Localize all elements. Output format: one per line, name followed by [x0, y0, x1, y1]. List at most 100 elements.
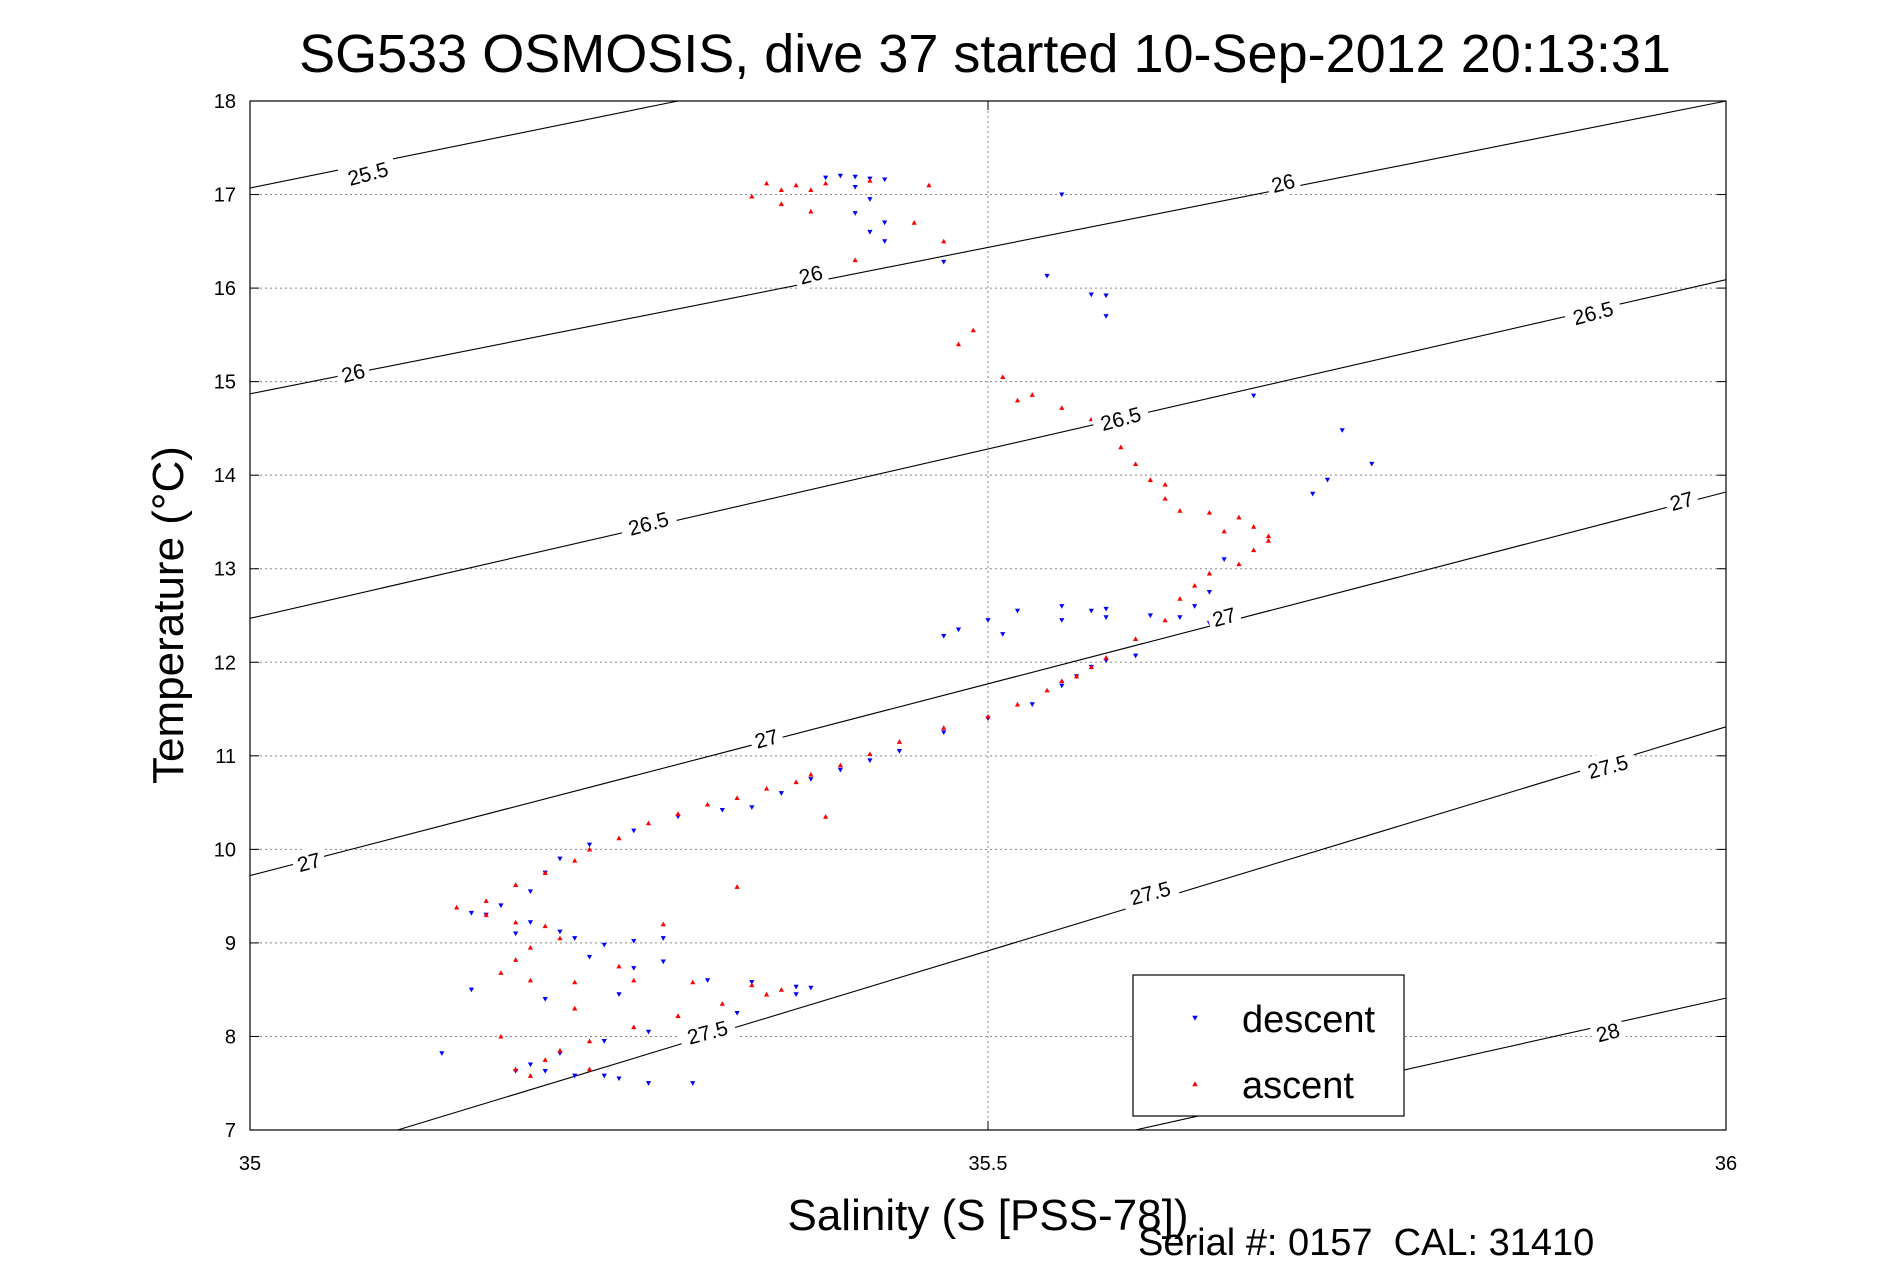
descent-point	[660, 959, 666, 965]
x-tick-label: 35.5	[969, 1153, 1008, 1175]
descent-point	[867, 758, 873, 764]
ascent-point	[941, 238, 947, 244]
contour-label-group: 27.5	[676, 1011, 738, 1052]
x-axis-ticks: 35 35.5 36	[239, 101, 1737, 1175]
contour-label-halo	[1264, 165, 1302, 200]
descent-point	[1029, 702, 1035, 707]
ascent-point	[793, 182, 799, 188]
ascent-point	[542, 1057, 548, 1062]
contour-label-halo	[617, 503, 679, 543]
ascent-point	[1162, 481, 1168, 487]
descent-point	[616, 1076, 622, 1082]
descent-point	[557, 929, 563, 935]
ascent-point	[586, 1066, 593, 1072]
descent-point	[631, 938, 637, 944]
contour-label-halo	[1562, 292, 1624, 333]
descent-point	[808, 777, 814, 782]
contour-label-group: 27.5	[1577, 746, 1639, 786]
descent-point	[1014, 608, 1021, 614]
descent-point	[882, 177, 888, 183]
ascent-point	[1251, 547, 1257, 553]
descent-point	[527, 1062, 534, 1068]
descent-point	[542, 1068, 548, 1074]
ascent-point	[1000, 374, 1006, 380]
descent-point	[645, 1081, 652, 1086]
descent-point	[749, 805, 755, 810]
ascent-point	[586, 1038, 593, 1044]
ascent-point	[852, 257, 858, 263]
descent-point	[1059, 192, 1065, 198]
contour-label-halo	[334, 355, 372, 389]
y-tick-label: 18	[214, 91, 236, 113]
y-tick-label: 10	[214, 839, 236, 861]
descent-point	[1324, 477, 1331, 483]
ascent-point	[911, 220, 917, 225]
ascent-point	[483, 912, 489, 917]
descent-point	[557, 856, 563, 862]
y-tick-label: 17	[214, 185, 236, 207]
ascent-point	[867, 177, 873, 183]
descent-point	[1147, 613, 1153, 619]
ascent-point	[867, 751, 873, 757]
legend-box	[1132, 974, 1405, 1117]
ascent-point	[1059, 678, 1065, 684]
descent-point	[527, 889, 534, 895]
descent-point	[527, 920, 534, 925]
ascent-point	[749, 982, 755, 988]
ascent-point	[542, 923, 548, 929]
descent-point	[734, 1010, 740, 1016]
ascent-point	[1014, 701, 1021, 707]
descent-point	[852, 184, 858, 190]
descent-point	[1103, 314, 1109, 319]
ascent-point	[1162, 495, 1168, 501]
contour-label-halo	[1205, 599, 1243, 634]
ascent-point	[734, 795, 740, 800]
ascent-point	[498, 1033, 504, 1039]
legend-ascent-label: ascent	[1242, 1065, 1354, 1107]
descent-point	[1059, 618, 1065, 623]
descent-point	[704, 978, 711, 983]
ascent-point	[955, 341, 962, 347]
descent-point	[1206, 590, 1212, 595]
descent-point	[837, 767, 843, 773]
ascent-point	[1236, 561, 1242, 567]
descent-point	[1103, 615, 1109, 620]
descent-series	[439, 173, 1375, 1086]
descent-point	[690, 1081, 696, 1086]
descent-point	[896, 749, 903, 754]
ascent-point	[1236, 514, 1242, 520]
ascent-point	[778, 187, 784, 192]
ascent-point	[631, 977, 637, 983]
descent-point	[542, 996, 548, 1002]
ascent-point	[483, 898, 489, 903]
x-axis-label: Salinity (S [PSS-78])	[787, 1191, 1188, 1240]
ascent-point	[1177, 508, 1183, 513]
contour-label-halo	[1577, 746, 1639, 786]
contour-label-halo	[1090, 398, 1151, 438]
ascent-point	[823, 180, 829, 186]
ascent-point	[675, 811, 681, 816]
y-tick-label: 15	[214, 372, 236, 394]
chart-title: SG533 OSMOSIS, dive 37 started 10-Sep-20…	[299, 24, 1671, 84]
ascent-point	[527, 977, 534, 983]
descent-point	[586, 842, 593, 848]
ascent-point	[1177, 596, 1183, 601]
y-axis-label: Temperature (°C)	[144, 446, 193, 784]
ascent-point	[572, 857, 578, 863]
legend-descent-label: descent	[1242, 999, 1376, 1041]
descent-point	[1221, 557, 1227, 562]
ascent-point	[527, 944, 534, 950]
ascent-point	[837, 762, 843, 768]
descent-point	[660, 936, 666, 941]
ascent-point	[498, 970, 504, 975]
ascent-point	[1014, 397, 1021, 403]
legend: descent ascent	[1132, 974, 1405, 1117]
descent-point	[572, 936, 578, 941]
ascent-point	[513, 882, 519, 887]
ascent-point	[1206, 570, 1212, 576]
ascent-point	[1192, 582, 1198, 588]
descent-point	[586, 954, 593, 960]
ascent-point	[1133, 461, 1139, 467]
contour-label-group: 27	[289, 844, 328, 879]
